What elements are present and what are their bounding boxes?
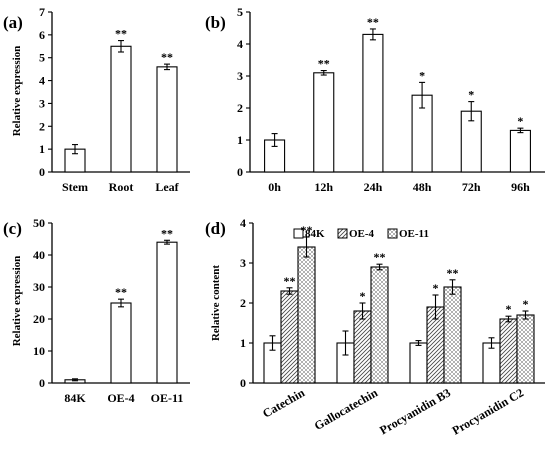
y-tick-label: 5	[39, 51, 45, 65]
significance-mark: **	[115, 285, 127, 299]
y-tick-label: 3	[237, 69, 243, 83]
y-tick-label: 50	[33, 216, 45, 230]
x-tick-label: 72h	[462, 180, 481, 194]
x-tick-label: Leaf	[155, 180, 179, 194]
bar	[509, 129, 531, 173]
bar	[353, 310, 372, 384]
panel-label-b: (b)	[205, 13, 226, 32]
significance-mark: *	[360, 289, 366, 303]
significance-mark: *	[468, 88, 474, 102]
bar	[110, 302, 132, 384]
y-tick-label: 4	[240, 216, 246, 230]
significance-mark: **	[115, 27, 127, 41]
panel-a: (a) Relative expression 0 1 2 3 4 5 6 7 Stem ** Ro…	[3, 5, 190, 194]
y-axis-label-c: Relative expression	[11, 256, 23, 347]
bar	[313, 72, 335, 173]
x-tick-label: 84K	[64, 391, 86, 405]
y-tick-label: 3	[39, 96, 45, 110]
significance-mark: **	[318, 57, 330, 71]
x-tick-label: 24h	[364, 180, 383, 194]
panel-c: (c) Relative expression 0 10 20 30 40 50 84K **…	[3, 216, 190, 405]
plot-area-b: 0 1 2 3 4 5 0h ** 12h ** 24h * 48h * 72h * 96h	[237, 5, 545, 194]
x-tick-label: Procyanidin C2	[450, 385, 526, 437]
y-tick-label: 2	[39, 119, 45, 133]
x-tick-label: 0h	[268, 180, 281, 194]
legend-label: OE-11	[399, 228, 429, 240]
y-tick-label: 1	[240, 336, 246, 350]
y-tick-label: 10	[33, 344, 45, 358]
x-tick-label: Root	[109, 180, 134, 194]
significance-mark: *	[419, 68, 425, 82]
significance-mark: **	[301, 223, 313, 237]
bar	[110, 45, 132, 173]
significance-mark: *	[433, 281, 439, 295]
x-tick-label: 12h	[314, 180, 333, 194]
significance-mark: **	[374, 250, 386, 264]
y-tick-label: 7	[39, 5, 45, 19]
significance-mark: **	[284, 274, 296, 288]
x-tick-label: 48h	[413, 180, 432, 194]
legend-swatch	[387, 228, 398, 239]
x-tick-label: Catechin	[260, 385, 307, 420]
x-tick-label: 96h	[511, 180, 530, 194]
panel-b: (b) 0 1 2 3 4 5 0h ** 12h ** 24h * 48h * 72h * 96h	[205, 5, 545, 194]
y-axis-label-a: Relative expression	[11, 46, 23, 137]
x-tick-label: OE-11	[151, 391, 184, 405]
y-axis-label-d: Relative content	[210, 265, 222, 341]
bar	[499, 318, 518, 384]
y-tick-label: 4	[237, 37, 243, 51]
legend-label: OE-4	[349, 228, 375, 240]
y-tick-label: 40	[33, 248, 45, 262]
bar	[156, 241, 178, 384]
panel-label-a: (a)	[3, 13, 23, 32]
x-tick-label: Procyanidin B3	[377, 385, 453, 437]
significance-mark: *	[506, 302, 512, 316]
y-tick-label: 0	[237, 165, 243, 179]
legend-label: 84K	[305, 228, 325, 240]
bar	[156, 66, 178, 173]
y-tick-label: 20	[33, 312, 45, 326]
y-tick-label: 0	[240, 376, 246, 390]
y-tick-label: 5	[237, 5, 243, 19]
x-tick-label: Gallocatechin	[312, 385, 380, 433]
panel-d: (d) Relative content 84K OE-4 OE-11 0 1 2 3 4 *…	[205, 216, 545, 438]
bar	[280, 290, 299, 384]
significance-mark: **	[367, 15, 379, 29]
bar	[516, 314, 535, 384]
panel-label-c: (c)	[3, 219, 22, 238]
legend-swatch	[293, 228, 304, 239]
bar	[443, 286, 462, 384]
bar	[370, 266, 389, 384]
plot-area-c: 0 10 20 30 40 50 84K ** OE-4 ** OE-11	[33, 216, 190, 405]
y-tick-label: 1	[39, 142, 45, 156]
x-tick-label: OE-4	[107, 391, 134, 405]
bar	[482, 342, 501, 384]
y-tick-label: 0	[39, 165, 45, 179]
plot-area-a: 0 1 2 3 4 5 6 7 Stem ** Root ** Leaf	[39, 5, 190, 194]
significance-mark: *	[517, 114, 523, 128]
y-tick-label: 1	[237, 133, 243, 147]
bar	[297, 246, 316, 384]
bar	[409, 342, 428, 384]
y-tick-label: 3	[240, 256, 246, 270]
y-tick-label: 0	[39, 376, 45, 390]
significance-mark: **	[161, 226, 173, 240]
significance-mark: **	[161, 50, 173, 64]
legend-d: 84K OE-4 OE-11	[293, 228, 429, 240]
x-tick-label: Stem	[62, 180, 88, 194]
y-tick-label: 4	[39, 74, 45, 88]
panel-label-d: (d)	[205, 219, 226, 238]
significance-mark: *	[523, 297, 529, 311]
y-tick-label: 2	[240, 296, 246, 310]
legend-swatch	[337, 228, 348, 239]
bar	[362, 33, 384, 173]
y-tick-label: 2	[237, 101, 243, 115]
plot-area-d: 01234****Catechin***Gallocatechin***Proc…	[240, 216, 545, 438]
y-tick-label: 30	[33, 280, 45, 294]
significance-mark: **	[447, 266, 459, 280]
y-tick-label: 6	[39, 28, 45, 42]
